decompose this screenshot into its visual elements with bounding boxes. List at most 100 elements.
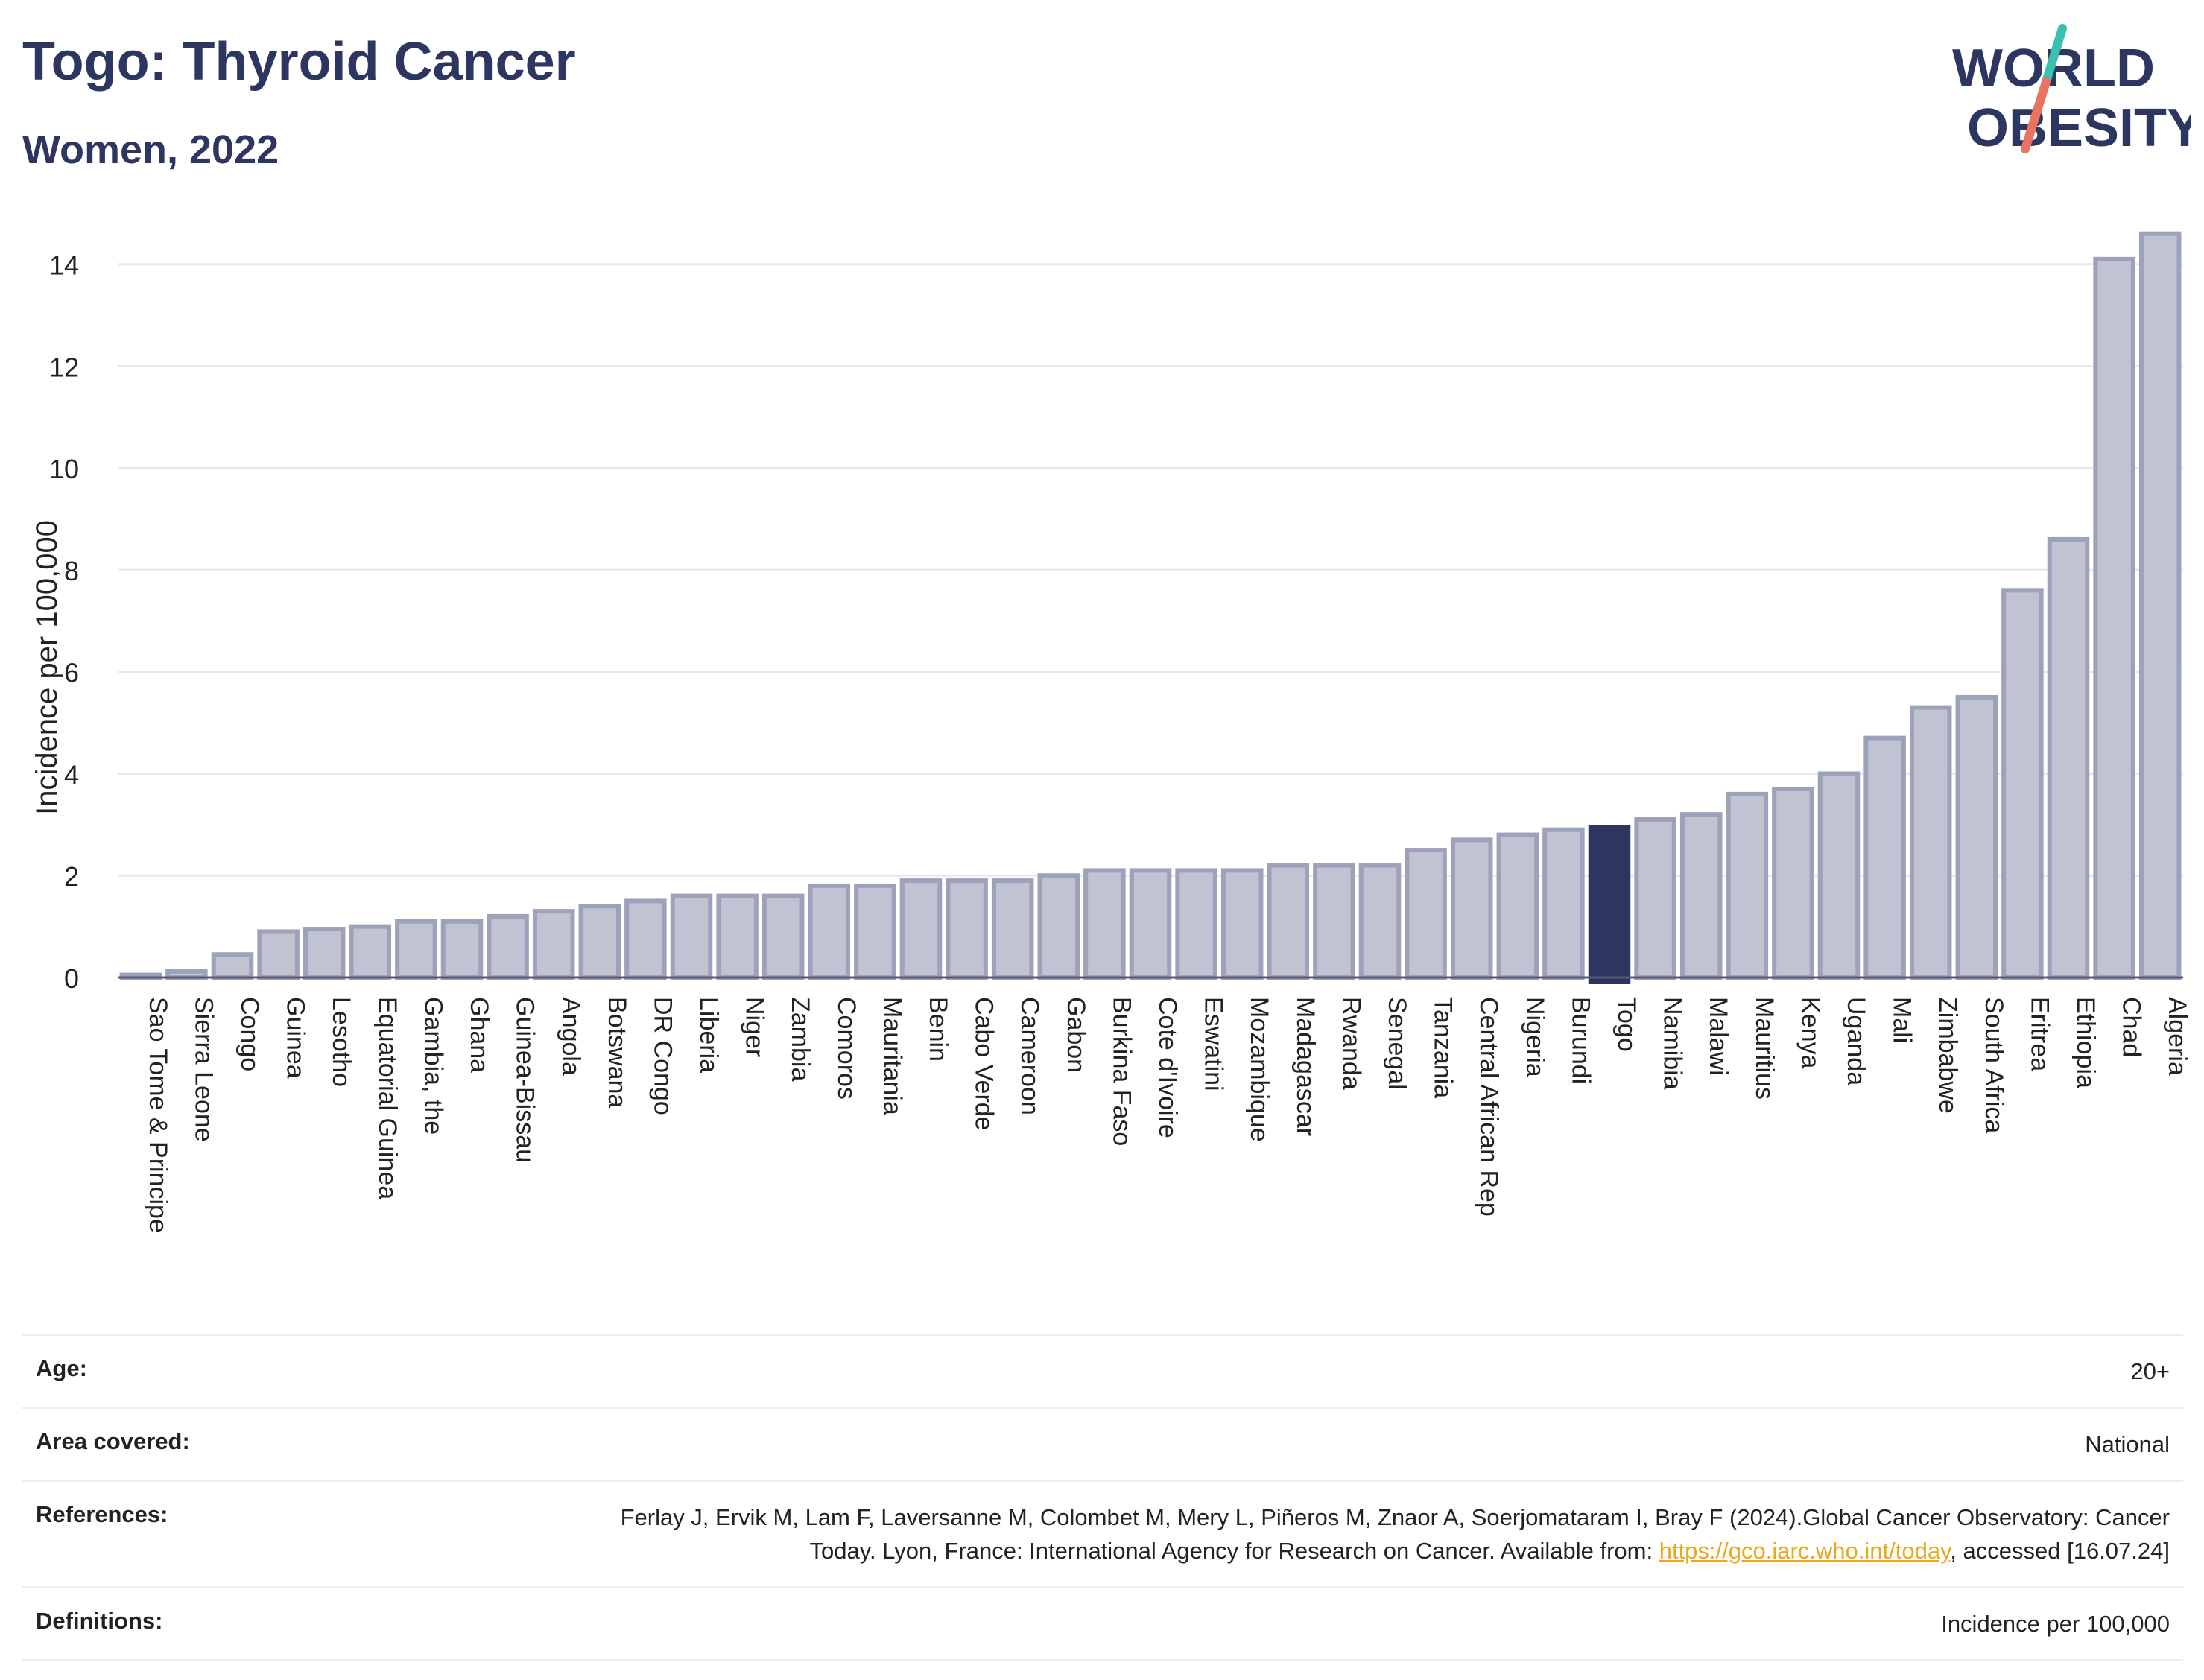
x-tick-label: Nigeria	[1521, 997, 1549, 1077]
reference-accessed: , accessed [16.07.24]	[1950, 1537, 2170, 1564]
meta-row-age: Age: 20+	[22, 1334, 2183, 1407]
bar-equatorial-guinea	[349, 924, 392, 980]
x-tick-label: Equatorial Guinea	[373, 997, 402, 1199]
bar-benin	[899, 878, 943, 980]
x-tick-label: Angola	[557, 997, 585, 1076]
x-tick-label: Cabo Verde	[970, 997, 998, 1131]
x-tick-label: Zimbabwe	[1934, 997, 1962, 1114]
logo-slash-top	[2042, 24, 2067, 86]
x-tick-label: Kenya	[1796, 997, 1824, 1068]
x-tick-label: Zambia	[786, 997, 814, 1081]
y-tick-label: 12	[49, 352, 79, 382]
x-tick-label: Chad	[2118, 997, 2146, 1057]
x-tick-label: Mauritania	[878, 997, 906, 1115]
chart-title: Togo: Thyroid Cancer	[22, 32, 576, 92]
bar-cabo-verde	[946, 878, 988, 980]
bar-algeria	[2138, 231, 2182, 980]
x-tick-label: Gabon	[1062, 997, 1090, 1073]
bar-uganda	[1817, 771, 1861, 980]
bar-mozambique	[1220, 868, 1264, 980]
x-tick-label: Uganda	[1842, 997, 1870, 1085]
meta-label-area: Area covered:	[36, 1427, 190, 1454]
x-tick-label: DR Congo	[648, 997, 677, 1115]
x-tick-label: Benin	[924, 997, 952, 1062]
bar-eswatini	[1175, 868, 1217, 980]
world-obesity-logo: WORLD OBESITY	[1952, 24, 2191, 158]
x-tick-label: Burkina Faso	[1107, 997, 1136, 1146]
bar-botswana	[578, 904, 621, 980]
bar-burundi	[1542, 827, 1585, 980]
bar-ghana	[440, 919, 484, 980]
bar-chart: 0 2 4 6 8 10 12 14 Sao Tome & Principe Sierra Le…	[31, 231, 2191, 1233]
x-tick-label: Algeria	[2163, 997, 2191, 1076]
bar-gambia-the	[395, 919, 437, 980]
bar-tanzania	[1405, 848, 1447, 980]
x-tick-label: Congo	[235, 997, 264, 1071]
y-tick-label: 10	[49, 454, 79, 484]
bar-lesotho	[303, 927, 346, 980]
bar-togo	[1588, 825, 1631, 985]
y-tick-label: 0	[64, 963, 79, 994]
x-tick-label: Cameroon	[1016, 997, 1044, 1115]
bar-central-african-rep	[1450, 837, 1493, 980]
metadata-table: Age: 20+ Area covered: National Referenc…	[22, 1334, 2183, 1661]
bar-ethiopia	[2047, 536, 2090, 980]
x-tick-label: Eritrea	[2025, 997, 2053, 1071]
logo-slash-bottom	[2021, 77, 2051, 153]
y-tick-label: 8	[64, 556, 79, 586]
bar-senegal	[1358, 863, 1402, 980]
bar-congo	[211, 952, 254, 980]
bar-madagascar	[1267, 863, 1310, 980]
y-tick-label: 6	[64, 658, 79, 688]
bar-zimbabwe	[1909, 705, 1952, 980]
x-tick-label: Ethiopia	[2071, 997, 2100, 1088]
x-tick-label: Tanzania	[1429, 997, 1457, 1098]
x-tick-label: Rwanda	[1337, 997, 1365, 1090]
bar-cameroon	[991, 878, 1034, 980]
x-tick-label: Mali	[1888, 997, 1916, 1043]
x-tick-label: Botswana	[603, 997, 631, 1108]
y-tick-labels: 0 2 4 6 8 10 12 14	[49, 250, 79, 994]
bar-malawi	[1679, 812, 1723, 980]
y-axis-label: Incidence per 100,000	[31, 520, 63, 815]
x-tick-label: Guinea-Bissau	[511, 997, 539, 1163]
bar-south-africa	[1955, 694, 1998, 980]
bar-kenya	[1772, 787, 1814, 980]
chart-subtitle: Women, 2022	[22, 127, 279, 172]
meta-value-definitions: Incidence per 100,000	[1941, 1610, 2170, 1637]
x-tick-label: Liberia	[694, 997, 723, 1073]
meta-label-references: References:	[36, 1500, 168, 1527]
bar-niger	[716, 893, 759, 980]
x-tick-label: Namibia	[1659, 997, 1687, 1090]
x-tick-label: Ghana	[465, 997, 493, 1073]
x-tick-label: South Africa	[1980, 997, 2008, 1133]
meta-label-definitions: Definitions:	[36, 1607, 163, 1634]
bar-mauritius	[1726, 791, 1769, 980]
bar-guinea	[257, 929, 300, 980]
bar-cote-d-ivoire	[1129, 868, 1172, 980]
logo-text-obesity: OBESITY	[1967, 98, 2191, 158]
x-tick-label: Niger	[741, 997, 769, 1057]
bar-nigeria	[1496, 832, 1539, 980]
x-tick-label: Senegal	[1383, 997, 1411, 1090]
meta-label-age: Age:	[36, 1355, 87, 1381]
x-tick-label: Central African Rep	[1475, 997, 1503, 1217]
meta-row-area: Area covered: National	[22, 1406, 2183, 1480]
bar-mauritania	[854, 883, 896, 980]
x-tick-label: Mauritius	[1750, 997, 1779, 1100]
reference-text: Ferlay J, Ervik M, Lam F, Laversanne M, …	[620, 1503, 2170, 1564]
bar-liberia	[670, 893, 713, 980]
bar-gabon	[1037, 873, 1080, 980]
bar-rwanda	[1313, 863, 1355, 980]
x-tick-label: Malawi	[1704, 997, 1732, 1076]
x-tick-label: Sierra Leone	[189, 997, 218, 1142]
bar-mali	[1863, 735, 1906, 980]
bar-comoros	[808, 883, 851, 980]
reference-link[interactable]: https://gco.iarc.who.int/today	[1659, 1537, 1951, 1564]
meta-row-references: References: Ferlay J, Ervik M, Lam F, La…	[22, 1479, 2183, 1586]
x-tick-label: Madagascar	[1291, 997, 1320, 1136]
y-tick-label: 14	[49, 250, 79, 281]
bars	[119, 231, 2182, 985]
x-tick-label: Comoros	[832, 997, 861, 1100]
bar-namibia	[1634, 817, 1676, 980]
